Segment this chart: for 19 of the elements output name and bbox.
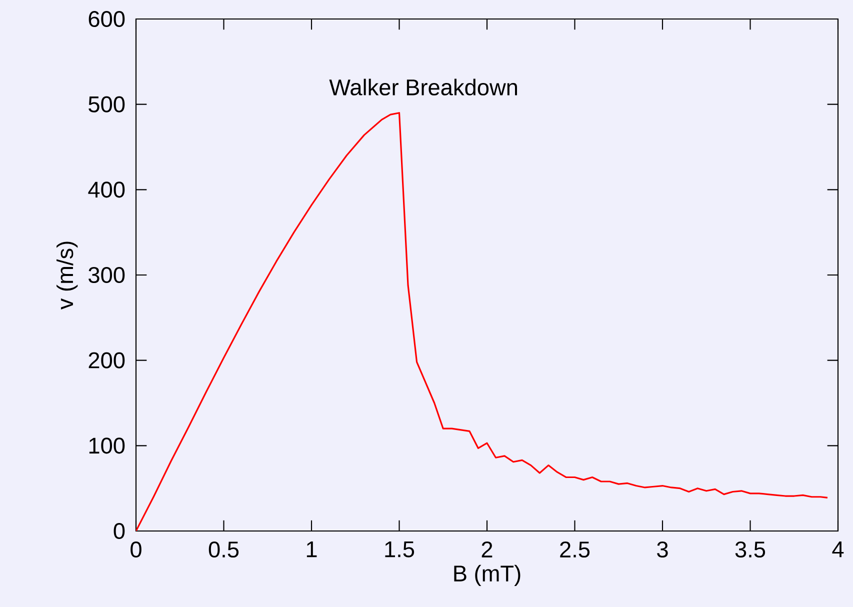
x-tick-label: 3.5 <box>735 541 766 558</box>
x-tick-label: 2 <box>482 541 492 558</box>
y-tick-label: 600 <box>88 10 125 28</box>
y-axis-title: v (m/s) <box>56 242 78 310</box>
y-tick-label: 400 <box>88 182 125 198</box>
y-tick-label: 0 <box>114 522 125 540</box>
y-tick-label: 300 <box>88 266 125 284</box>
x-tick-label: 1.5 <box>385 541 414 558</box>
x-tick-label: 0 <box>130 541 142 558</box>
annotation: Walker Breakdown <box>329 78 517 96</box>
y-tick-label: 100 <box>89 438 125 454</box>
x-tick-label: 2.5 <box>560 541 590 558</box>
x-tick-label: 1 <box>306 541 317 558</box>
y-tick-label: 200 <box>88 352 125 368</box>
y-tick-label: 500 <box>88 96 125 112</box>
x-tick-label: 4 <box>832 541 844 558</box>
x-tick-label: 3 <box>657 541 668 558</box>
x-tick-label: 0.5 <box>208 541 239 558</box>
x-axis-title: B (mT) <box>454 564 520 586</box>
